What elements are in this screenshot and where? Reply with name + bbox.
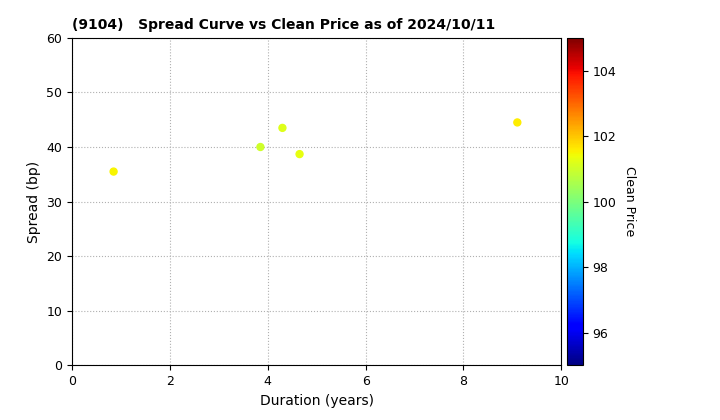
- Y-axis label: Spread (bp): Spread (bp): [27, 160, 41, 243]
- Text: (9104)   Spread Curve vs Clean Price as of 2024/10/11: (9104) Spread Curve vs Clean Price as of…: [72, 18, 495, 32]
- Point: [294, 151, 305, 158]
- Point: [108, 168, 120, 175]
- Point: [255, 144, 266, 150]
- X-axis label: Duration (years): Duration (years): [260, 394, 374, 408]
- Y-axis label: Clean Price: Clean Price: [623, 166, 636, 237]
- Point: [276, 124, 288, 131]
- Point: [512, 119, 523, 126]
